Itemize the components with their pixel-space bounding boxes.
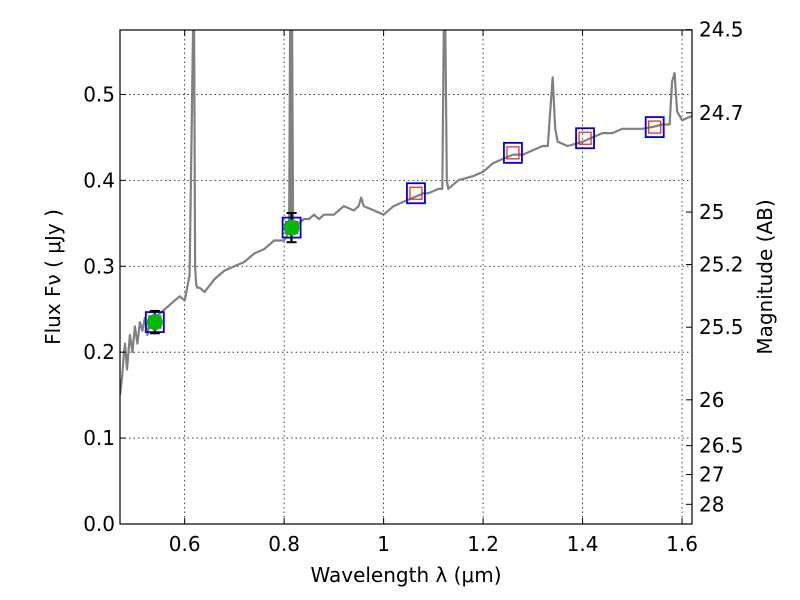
model-photometry-inner-box (648, 120, 662, 134)
y-tick-label: 0.3 (83, 254, 115, 278)
mag-tick-label: 24.5 (699, 18, 744, 42)
y-tick-label: 0.4 (83, 168, 115, 192)
y-axis-title: Flux Fν ( μJy ) (41, 209, 65, 345)
model-photometry-inner-box (506, 146, 520, 160)
y-tick-label: 0.1 (83, 426, 115, 450)
y-tick-label: 0.0 (83, 512, 115, 536)
model-photometry-box (644, 116, 665, 138)
observed-point (146, 314, 163, 331)
mag-tick-label: 26 (699, 388, 724, 412)
spectrum-line (120, 30, 692, 396)
y2-axis-title: Magnitude (AB) (753, 199, 777, 354)
model-photometry-box (503, 141, 523, 164)
x-tick-label: 1.2 (467, 532, 499, 556)
observed-point (283, 219, 300, 236)
mag-tick-label: 25 (699, 200, 724, 224)
model-photometry-box (575, 127, 595, 150)
mag-tick-label: 26.5 (699, 434, 744, 458)
x-tick-label: 1.6 (666, 532, 698, 556)
x-tick-label: 0.6 (169, 532, 201, 556)
model-photometry-box (406, 182, 426, 205)
mag-tick-label: 27 (699, 463, 724, 487)
spectrum-layer (120, 30, 692, 396)
x-axis-title: Wavelength λ (μm) (310, 563, 501, 587)
y-tick-label: 0.5 (83, 82, 115, 106)
x-tick-label: 1 (377, 532, 390, 556)
mag-tick-label: 28 (699, 492, 724, 516)
x-tick-label: 1.4 (567, 532, 599, 556)
plot-frame (119, 29, 693, 525)
mag-tick-label: 25.5 (699, 315, 744, 339)
y-tick-label: 0.2 (83, 340, 115, 364)
ticks-layer: 0.6 0.8 1 1.2 1.4 1.6 0.0 0.1 0.2 0.3 0.4 0.5 24.5 24… (83, 18, 743, 556)
points-layer (144, 116, 665, 335)
x-tick-label: 0.8 (268, 532, 300, 556)
model-photometry-inner-box (578, 131, 592, 145)
mag-tick-label: 25.2 (699, 253, 744, 277)
model-photometry-inner-box (409, 186, 423, 200)
mag-tick-label: 24.7 (699, 101, 744, 125)
